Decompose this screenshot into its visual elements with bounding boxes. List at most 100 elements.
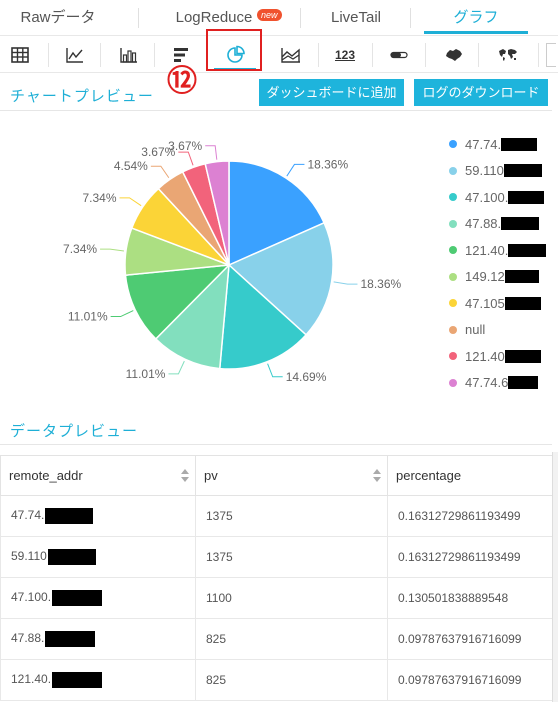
cell-remote-addr: 47.74. [0, 495, 196, 537]
legend-item[interactable]: 121.40. [449, 240, 547, 260]
horizontal-bar-chart-icon[interactable] [168, 41, 196, 69]
legend-label: 121.40 [465, 348, 505, 364]
slice-leader-line [119, 197, 142, 207]
slice-data-label: 7.34% [63, 242, 97, 256]
data-preview-title: データプレビュー [10, 423, 139, 440]
toolbar-divider [478, 43, 479, 67]
slice-leader-line [205, 145, 218, 160]
view-tabs: Rawデータ LogReduce new LiveTail グラフ [0, 0, 558, 36]
legend-item[interactable]: 121.40 [449, 346, 541, 366]
china-map-icon[interactable] [440, 41, 468, 69]
legend-item[interactable]: 47.74.6 [449, 373, 539, 393]
legend-item[interactable]: 47.74. [449, 134, 538, 154]
tab-livetail[interactable]: LiveTail [330, 9, 382, 26]
cell-text: 121.40. [11, 672, 52, 687]
legend-item[interactable]: 47.88. [449, 214, 540, 234]
annotation-highlight-box [206, 29, 262, 71]
area-chart-icon[interactable] [277, 41, 305, 69]
slice-data-label: 11.01% [68, 310, 108, 324]
legend-label: 149.12 [465, 269, 505, 284]
column-header-percentage[interactable]: percentage [387, 455, 555, 496]
pie-slice[interactable] [204, 160, 230, 266]
legend-label: 59.110 [465, 163, 504, 178]
slice-leader-line [286, 163, 305, 177]
redaction-block [508, 243, 547, 257]
slice-data-label: 3.67% [168, 139, 202, 153]
cell-percentage: 0.09787637916716099 [387, 618, 555, 660]
legend-dot [449, 193, 457, 201]
table-scrollbar[interactable] [552, 452, 558, 702]
redaction-block [504, 349, 541, 363]
slice-data-label: 18.36% [360, 277, 401, 291]
tab-divider [138, 8, 139, 28]
legend-item[interactable]: 47.100. [449, 187, 545, 207]
toolbar-divider [154, 43, 155, 67]
redaction-block [52, 672, 103, 688]
slice-data-label: 18.36% [307, 157, 348, 171]
tab-divider [410, 8, 411, 28]
add-to-dashboard-button[interactable]: ダッシュボードに追加 [259, 79, 404, 106]
toolbar-overflow [546, 43, 556, 67]
bar-chart-icon[interactable] [115, 41, 143, 69]
pie-slice[interactable] [228, 160, 326, 267]
slice-data-label: 14.69% [286, 370, 327, 384]
cell-text: 47.74. [11, 508, 45, 523]
slice-leader-line [178, 151, 194, 166]
pie-slice[interactable] [124, 264, 231, 340]
cell-percentage: 0.130501838889548 [387, 577, 555, 619]
legend-item[interactable]: 149.12 [449, 267, 539, 287]
cell-text: 47.88. [11, 631, 45, 646]
column-label: percentage [396, 468, 462, 483]
slice-leader-line [100, 248, 124, 252]
column-label: pv [204, 468, 218, 483]
cell-remote-addr: 121.40. [0, 659, 196, 701]
toolbar-divider [372, 43, 373, 67]
redaction-block [45, 631, 96, 647]
redaction-block [47, 549, 96, 565]
cell-remote-addr: 47.100. [0, 577, 196, 619]
legend-label: 47.88. [465, 216, 502, 231]
section-divider [0, 444, 552, 445]
slice-data-label: 11.01% [126, 367, 166, 381]
legend-label: null [465, 322, 486, 337]
pie-chart: 18.36% 18.36% 14.69% 11.01% 11.01% 7.34% 7.34%… [63, 139, 401, 384]
progress-bar-icon[interactable] [385, 41, 413, 69]
legend-item[interactable]: 59.110 [449, 161, 542, 181]
redaction-block [45, 508, 94, 524]
slice-data-label: 4.54% [114, 159, 148, 173]
legend-dot [449, 219, 457, 228]
download-log-button[interactable]: ログのダウンロード [414, 79, 548, 106]
legend-dot [449, 272, 457, 281]
column-header-remote-addr[interactable]: remote_addr [0, 455, 196, 496]
legend-label: 47.74. [465, 136, 502, 152]
legend-dot [449, 166, 457, 175]
single-value-icon[interactable]: 123 [330, 41, 360, 69]
legend-item[interactable]: null [449, 320, 485, 340]
slice-leader-line [168, 360, 185, 375]
section-divider [0, 110, 552, 111]
pie-slice[interactable] [154, 262, 230, 370]
slice-data-label: 7.34% [83, 191, 117, 205]
pie-slice[interactable] [227, 221, 334, 336]
table-icon[interactable] [6, 41, 34, 69]
tab-logreduce[interactable]: LogReduce [175, 9, 253, 26]
tab-raw-data[interactable]: Rawデータ [20, 9, 96, 26]
legend-dot [449, 378, 457, 387]
legend-label: 47.105 [465, 295, 505, 311]
sort-icon[interactable] [373, 469, 381, 483]
line-chart-icon[interactable] [61, 41, 89, 69]
pie-chart-icon[interactable] [222, 41, 250, 69]
legend-dot [449, 352, 457, 360]
table-row: 59.110 1375 0.16312729861193499 [0, 536, 555, 578]
tab-divider [300, 8, 301, 28]
tab-graph[interactable]: グラフ [424, 0, 528, 36]
single-value-label: 123 [334, 48, 356, 62]
world-map-icon[interactable] [494, 41, 522, 69]
sort-icon[interactable] [181, 469, 189, 483]
pie-slice[interactable] [218, 263, 308, 370]
legend-item[interactable]: 47.105 [449, 293, 541, 313]
cell-text: 59.110 [11, 549, 47, 564]
column-header-pv[interactable]: pv [195, 455, 388, 496]
cell-remote-addr: 59.110 [0, 536, 196, 578]
cell-percentage: 0.09787637916716099 [387, 659, 555, 701]
